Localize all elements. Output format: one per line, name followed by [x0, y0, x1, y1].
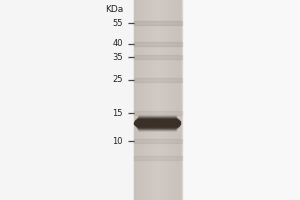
Bar: [180, 0, 182, 200]
Bar: [145, 0, 146, 200]
Bar: [134, 139, 182, 143]
Bar: [142, 0, 143, 200]
Bar: [138, 129, 176, 130]
Bar: [134, 0, 135, 200]
Text: 10: 10: [112, 136, 123, 146]
Bar: [159, 0, 161, 200]
Bar: [138, 117, 176, 118]
Bar: [173, 0, 175, 200]
Bar: [153, 0, 154, 200]
Bar: [134, 156, 182, 160]
Text: 35: 35: [112, 52, 123, 62]
Bar: [156, 0, 158, 200]
Bar: [134, 21, 182, 25]
Bar: [151, 0, 153, 200]
Bar: [164, 0, 166, 200]
Bar: [134, 123, 180, 124]
Bar: [182, 0, 300, 200]
Bar: [140, 0, 142, 200]
Bar: [134, 121, 180, 122]
Bar: [135, 120, 179, 121]
Bar: [137, 0, 138, 200]
Bar: [134, 0, 182, 200]
Bar: [135, 124, 179, 125]
Text: 55: 55: [112, 19, 123, 27]
Bar: [169, 0, 170, 200]
Bar: [134, 111, 182, 115]
Bar: [135, 0, 137, 200]
Bar: [143, 0, 145, 200]
Text: KDa: KDa: [105, 4, 123, 14]
Bar: [148, 0, 149, 200]
Bar: [138, 115, 176, 116]
Bar: [158, 0, 159, 200]
Bar: [178, 0, 180, 200]
Bar: [138, 116, 176, 117]
Bar: [134, 122, 180, 123]
Bar: [162, 0, 164, 200]
Bar: [170, 0, 172, 200]
Bar: [136, 126, 178, 127]
Text: 15: 15: [112, 108, 123, 117]
Bar: [136, 125, 178, 126]
Bar: [137, 118, 177, 119]
Bar: [166, 0, 167, 200]
Bar: [177, 0, 178, 200]
Bar: [175, 0, 177, 200]
Bar: [137, 127, 177, 128]
Bar: [167, 0, 169, 200]
Bar: [149, 0, 151, 200]
Bar: [138, 128, 176, 129]
Bar: [161, 0, 162, 200]
Bar: [172, 0, 173, 200]
Text: 25: 25: [112, 75, 123, 84]
Text: 40: 40: [112, 40, 123, 48]
Bar: [136, 119, 178, 120]
Bar: [134, 42, 182, 46]
Bar: [139, 130, 175, 131]
Bar: [154, 0, 156, 200]
Bar: [134, 55, 182, 59]
Bar: [138, 0, 140, 200]
Bar: [134, 78, 182, 82]
Bar: [0, 0, 134, 200]
Bar: [146, 0, 148, 200]
